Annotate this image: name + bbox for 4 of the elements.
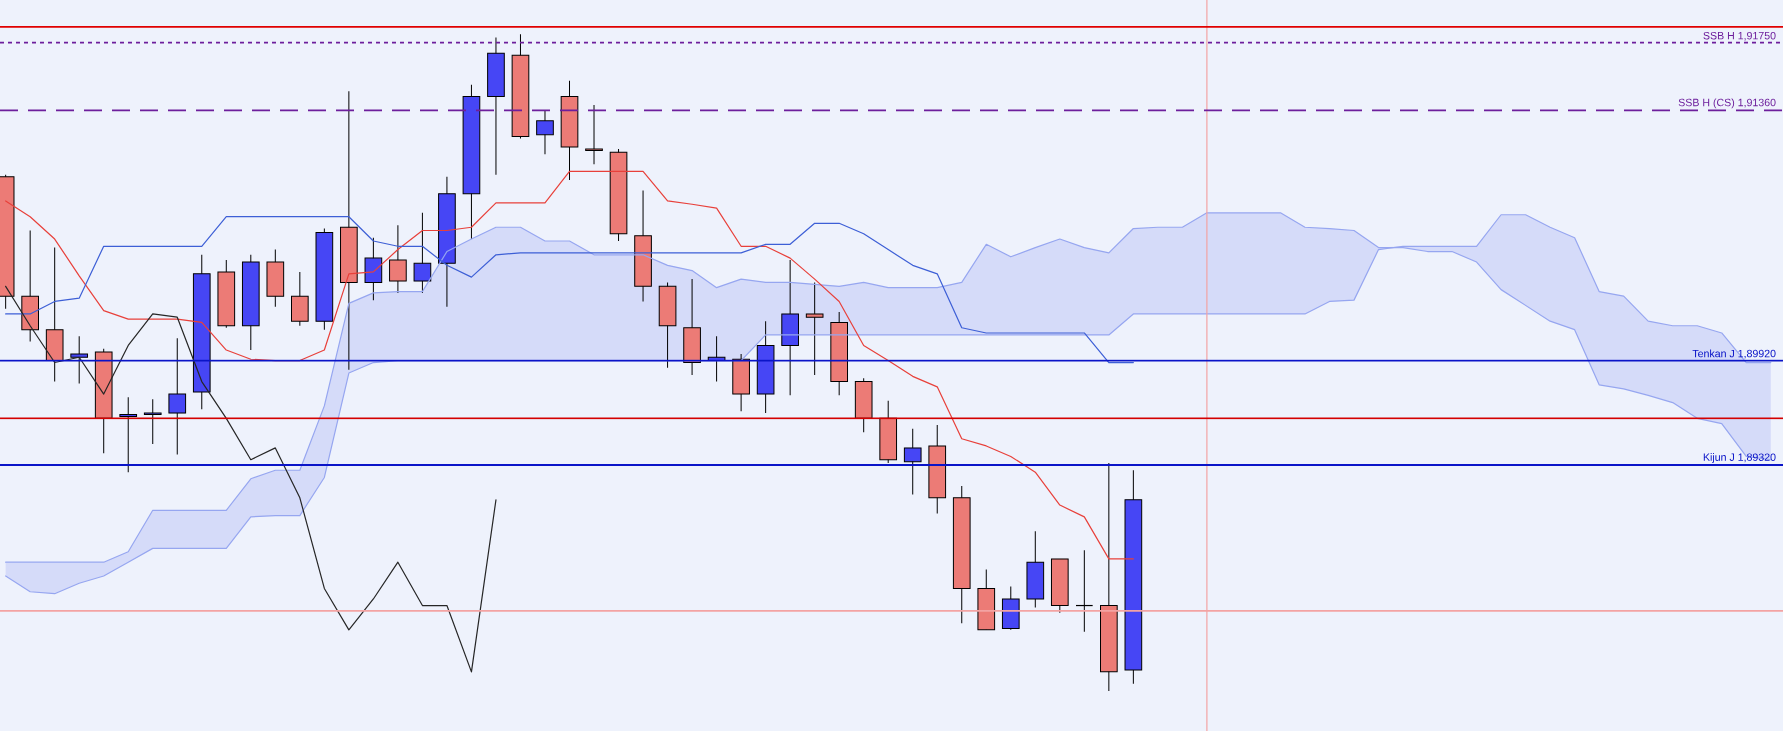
- ref-line-label: SSB H (CS) 1,91360: [1678, 98, 1776, 109]
- candlestick: [585, 104, 603, 165]
- candlestick: [536, 109, 554, 155]
- ref-line-label: SSB H 1,91750: [1703, 31, 1776, 41]
